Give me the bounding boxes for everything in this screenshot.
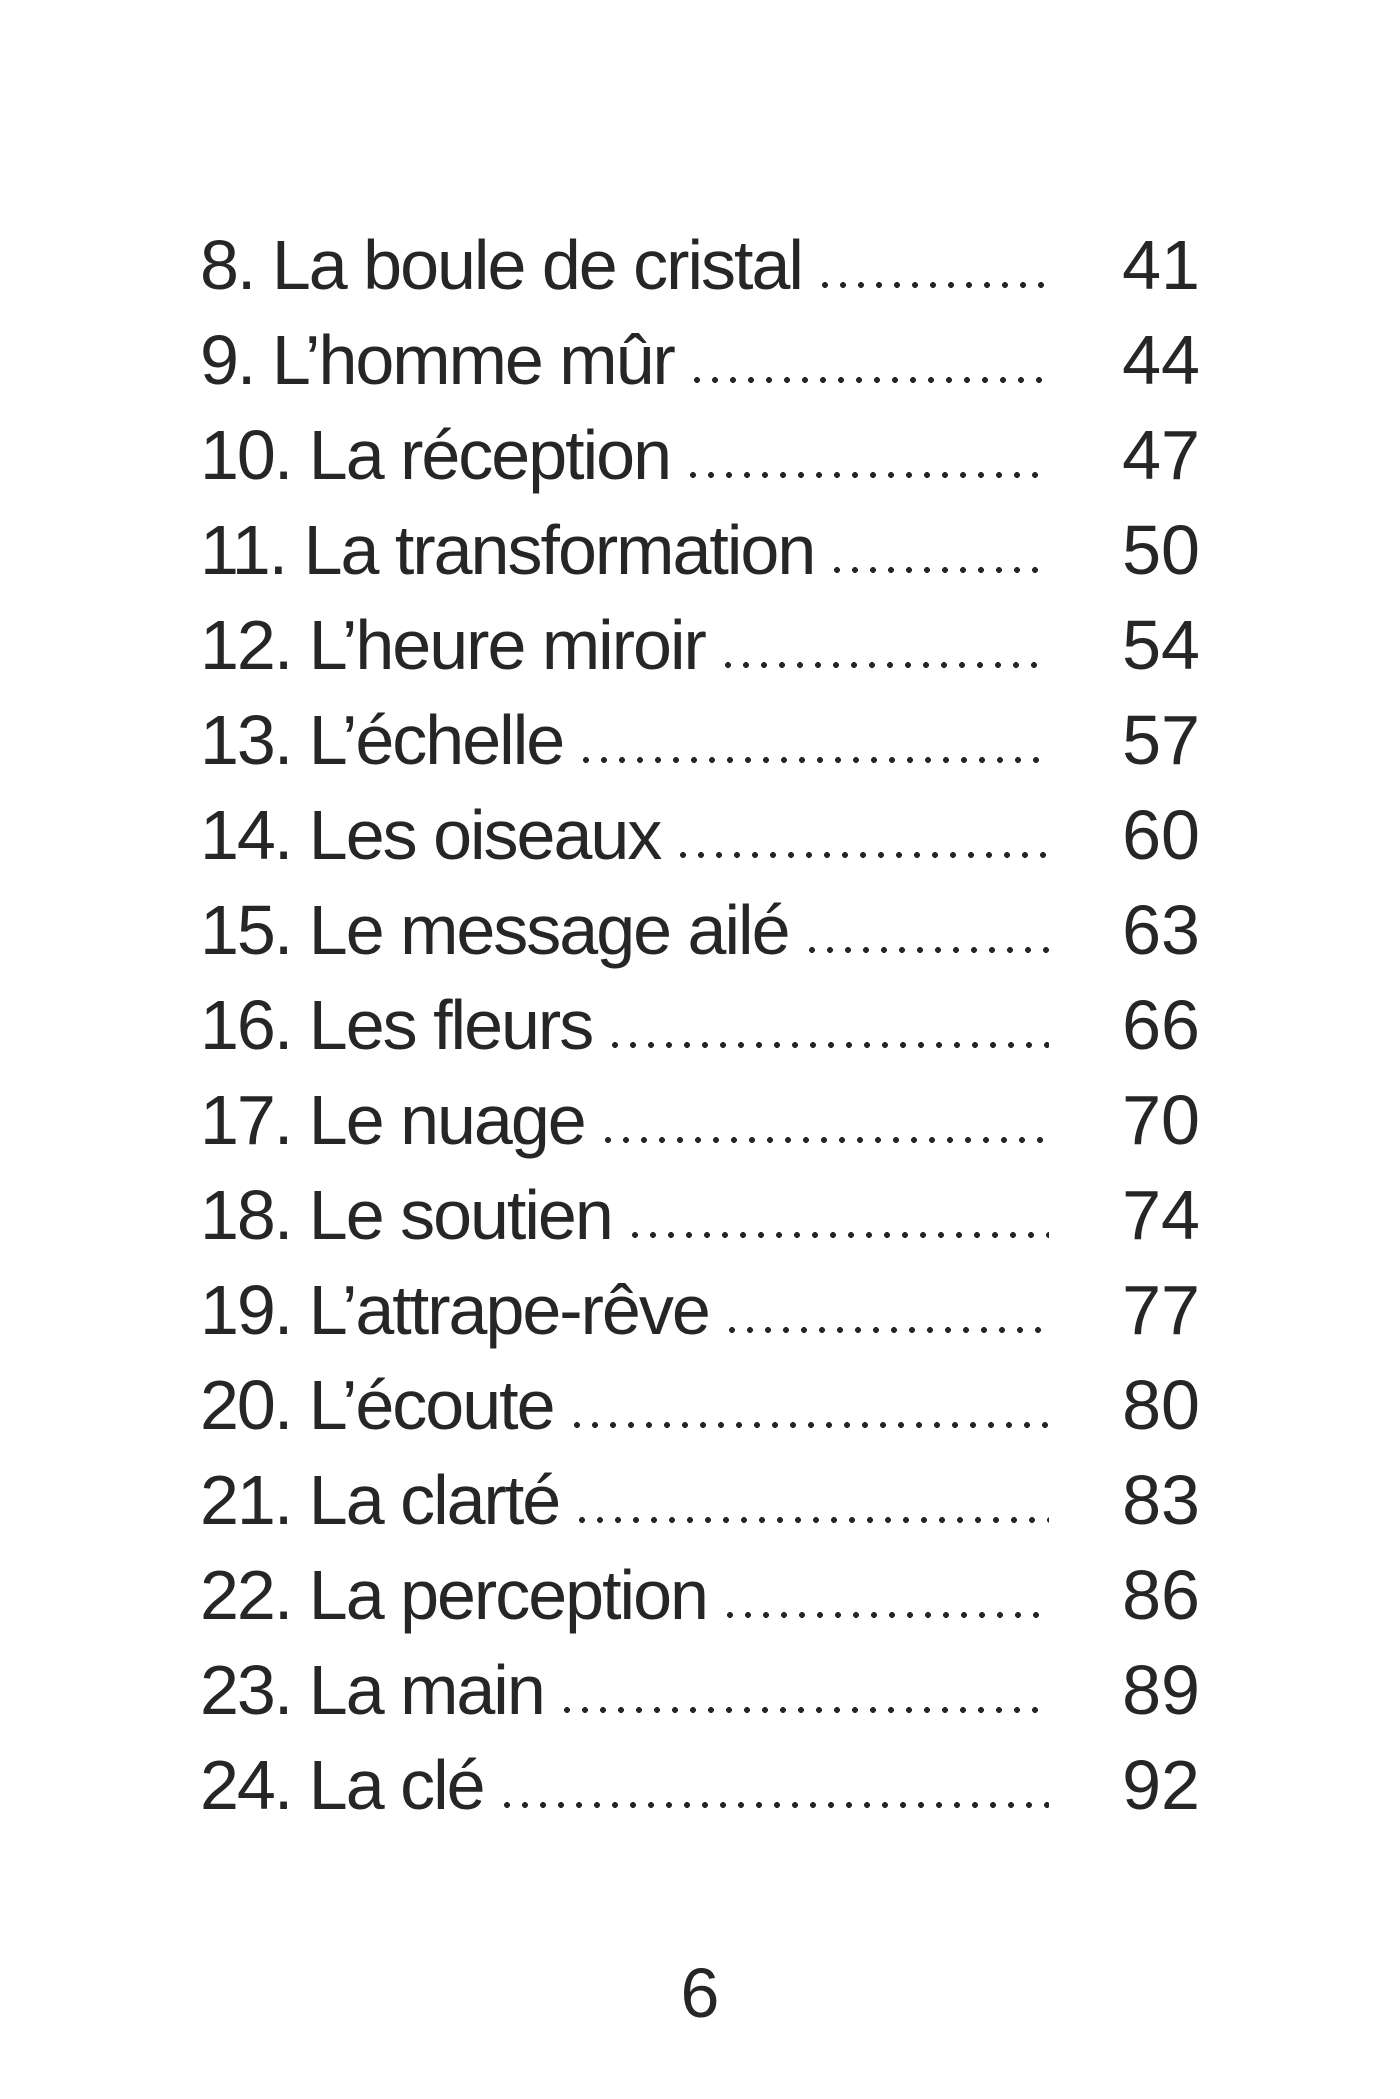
toc-entry-page-number: 83	[1122, 1461, 1200, 1539]
toc-entry-label: 14. Les oiseaux	[200, 796, 662, 874]
toc-entry-page-number: 89	[1122, 1651, 1200, 1729]
toc-entry-label: 19. L’attrape-rêve	[200, 1271, 711, 1349]
toc-entry-page-number: 63	[1122, 891, 1200, 969]
toc-entry-page-number: 70	[1122, 1081, 1200, 1159]
toc-entry-label: 13. L’échelle	[200, 701, 565, 779]
dot-leader	[802, 883, 1049, 978]
dot-leader	[718, 598, 1049, 693]
dot-leader	[557, 1643, 1049, 1738]
toc-entry-page-number: 77	[1122, 1271, 1200, 1349]
dot-leader	[687, 313, 1049, 408]
toc-entry-label: 15. Le message ailé	[200, 891, 791, 969]
toc-entry[interactable]: 24. La clé 92	[200, 1738, 1200, 1833]
toc-entry[interactable]: 11. La transformation 50	[200, 503, 1200, 598]
toc-entry[interactable]: 18. Le soutien 74	[200, 1168, 1200, 1263]
toc-entry[interactable]: 20. L’écoute 80	[200, 1358, 1200, 1453]
toc-entry-label: 10. La réception	[200, 416, 672, 494]
dot-leader	[674, 788, 1049, 883]
dot-leader	[684, 408, 1049, 503]
toc-entry-page-number: 44	[1122, 321, 1200, 399]
dot-leader	[497, 1738, 1049, 1833]
toc-entry[interactable]: 23. La main 89	[200, 1643, 1200, 1738]
toc-entry-label: 21. La clarté	[200, 1461, 561, 1539]
toc-entry[interactable]: 13. L’échelle 57	[200, 693, 1200, 788]
dot-leader	[567, 1358, 1049, 1453]
toc-entry-label: 16. Les fleurs	[200, 986, 594, 1064]
toc-entry-label: 24. La clé	[200, 1746, 486, 1824]
toc-entry-label: 9. L’homme mûr	[200, 321, 676, 399]
toc-entry-page-number: 66	[1122, 986, 1200, 1064]
toc-entry-label: 22. La perception	[200, 1556, 709, 1634]
toc-entry-label: 17. Le nuage	[200, 1081, 587, 1159]
toc-entry-page-number: 60	[1122, 796, 1200, 874]
toc-entry-page-number: 57	[1122, 701, 1200, 779]
toc-entry-page-number: 54	[1122, 606, 1200, 684]
dot-leader	[573, 1453, 1049, 1548]
dot-leader	[722, 1263, 1049, 1358]
toc-entry-label: 23. La main	[200, 1651, 546, 1729]
toc-entry-label: 18. Le soutien	[200, 1176, 614, 1254]
toc-entry-page-number: 92	[1122, 1746, 1200, 1824]
toc-entry[interactable]: 19. L’attrape-rêve 77	[200, 1263, 1200, 1358]
toc-entry[interactable]: 15. Le message ailé 63	[200, 883, 1200, 978]
toc-entry-page-number: 74	[1122, 1176, 1200, 1254]
toc-entry-label: 20. L’écoute	[200, 1366, 556, 1444]
dot-leader	[828, 503, 1049, 598]
toc-entry-page-number: 86	[1122, 1556, 1200, 1634]
dot-leader	[577, 693, 1049, 788]
page-number: 6	[680, 1954, 720, 2032]
toc-entry-page-number: 50	[1122, 511, 1200, 589]
dot-leader	[606, 978, 1049, 1073]
toc-entry[interactable]: 17. Le nuage 70	[200, 1073, 1200, 1168]
toc-entry[interactable]: 9. L’homme mûr 44	[200, 313, 1200, 408]
toc-list: 8. La boule de cristal 41 9. L’homme mûr…	[200, 218, 1200, 1833]
toc-entry[interactable]: 21. La clarté 83	[200, 1453, 1200, 1548]
dot-leader	[815, 218, 1049, 313]
dot-leader	[598, 1073, 1049, 1168]
toc-entry-page-number: 80	[1122, 1366, 1200, 1444]
toc-entry[interactable]: 8. La boule de cristal 41	[200, 218, 1200, 313]
dot-leader	[720, 1548, 1049, 1643]
toc-entry[interactable]: 12. L’heure miroir 54	[200, 598, 1200, 693]
toc-entry-page-number: 41	[1122, 226, 1200, 304]
toc-entry-page-number: 47	[1122, 416, 1200, 494]
toc-entry[interactable]: 22. La perception 86	[200, 1548, 1200, 1643]
toc-entry-label: 12. L’heure miroir	[200, 606, 707, 684]
toc-entry-label: 8. La boule de cristal	[200, 226, 804, 304]
dot-leader	[625, 1168, 1049, 1263]
toc-entry[interactable]: 14. Les oiseaux 60	[200, 788, 1200, 883]
toc-entry[interactable]: 16. Les fleurs 66	[200, 978, 1200, 1073]
toc-entry-label: 11. La transformation	[200, 511, 816, 589]
toc-entry[interactable]: 10. La réception 47	[200, 408, 1200, 503]
